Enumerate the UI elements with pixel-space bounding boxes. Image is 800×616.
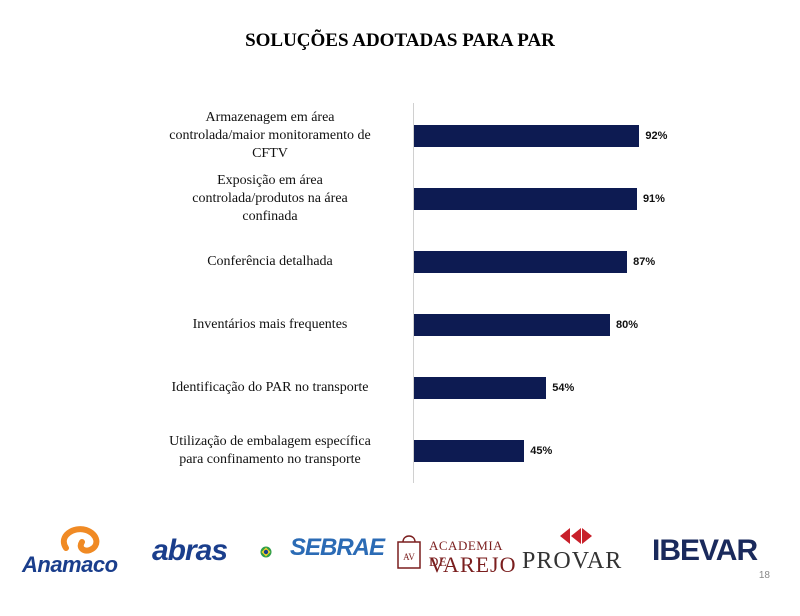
sebrae-wordmark: SEBRAE	[290, 534, 385, 561]
ibevar-wordmark: IBEVAR	[652, 534, 758, 567]
bar	[414, 188, 637, 210]
ibevar-logo: IBEVAR	[652, 534, 777, 574]
academia-wordmark-bottom: VAREJO	[429, 552, 517, 577]
bar	[414, 377, 547, 399]
data-label: 91%	[642, 193, 665, 205]
data-label: 45%	[530, 445, 553, 457]
bar	[414, 440, 525, 462]
data-label: 87%	[633, 256, 656, 268]
academia-de-varejo-logo: AV ACADEMIA DE VAREJO	[395, 524, 520, 580]
category-label: Conferência detalhada	[207, 254, 333, 269]
category-axis-line	[413, 103, 414, 483]
category-label: Inventários mais frequentes	[192, 317, 348, 332]
provar-arrows-icon	[560, 528, 592, 544]
data-label: 54%	[552, 382, 575, 394]
brazil-flag-icon	[260, 546, 272, 558]
sponsor-logos: Anamaco abras SEBRAE AV ACADEMIA DE VARE…	[0, 520, 800, 590]
bar	[414, 314, 610, 336]
chart-title: SOLUÇÕES ADOTADAS PARA PAR	[245, 30, 555, 51]
bar	[414, 251, 628, 273]
category-label: Exposição em área controlada/produtos na…	[192, 173, 348, 224]
abras-wordmark: abras	[152, 534, 228, 567]
page-number: 18	[758, 570, 770, 581]
academia-mark-text: AV	[403, 552, 415, 562]
provar-wordmark: PROVAR	[522, 548, 623, 574]
category-label: Armazenagem em área controlada/maior mon…	[169, 110, 371, 161]
anamaco-swirl-icon	[61, 526, 100, 554]
sebrae-logo: SEBRAE	[290, 534, 385, 574]
anamaco-logo: Anamaco	[22, 526, 137, 578]
anamaco-wordmark: Anamaco	[22, 552, 118, 577]
academia-wordmark-top: ACADEMIA DE	[429, 538, 503, 569]
shopping-bag-icon: AV	[397, 535, 421, 569]
category-label: Identificação do PAR no transporte	[171, 380, 369, 395]
data-label: 92%	[645, 130, 668, 142]
bar	[414, 125, 640, 147]
provar-logo: PROVAR	[522, 526, 647, 580]
abras-logo: abras	[152, 534, 277, 574]
data-label: 80%	[616, 319, 639, 331]
category-label: Utilização de embalagem específica para …	[169, 434, 371, 467]
